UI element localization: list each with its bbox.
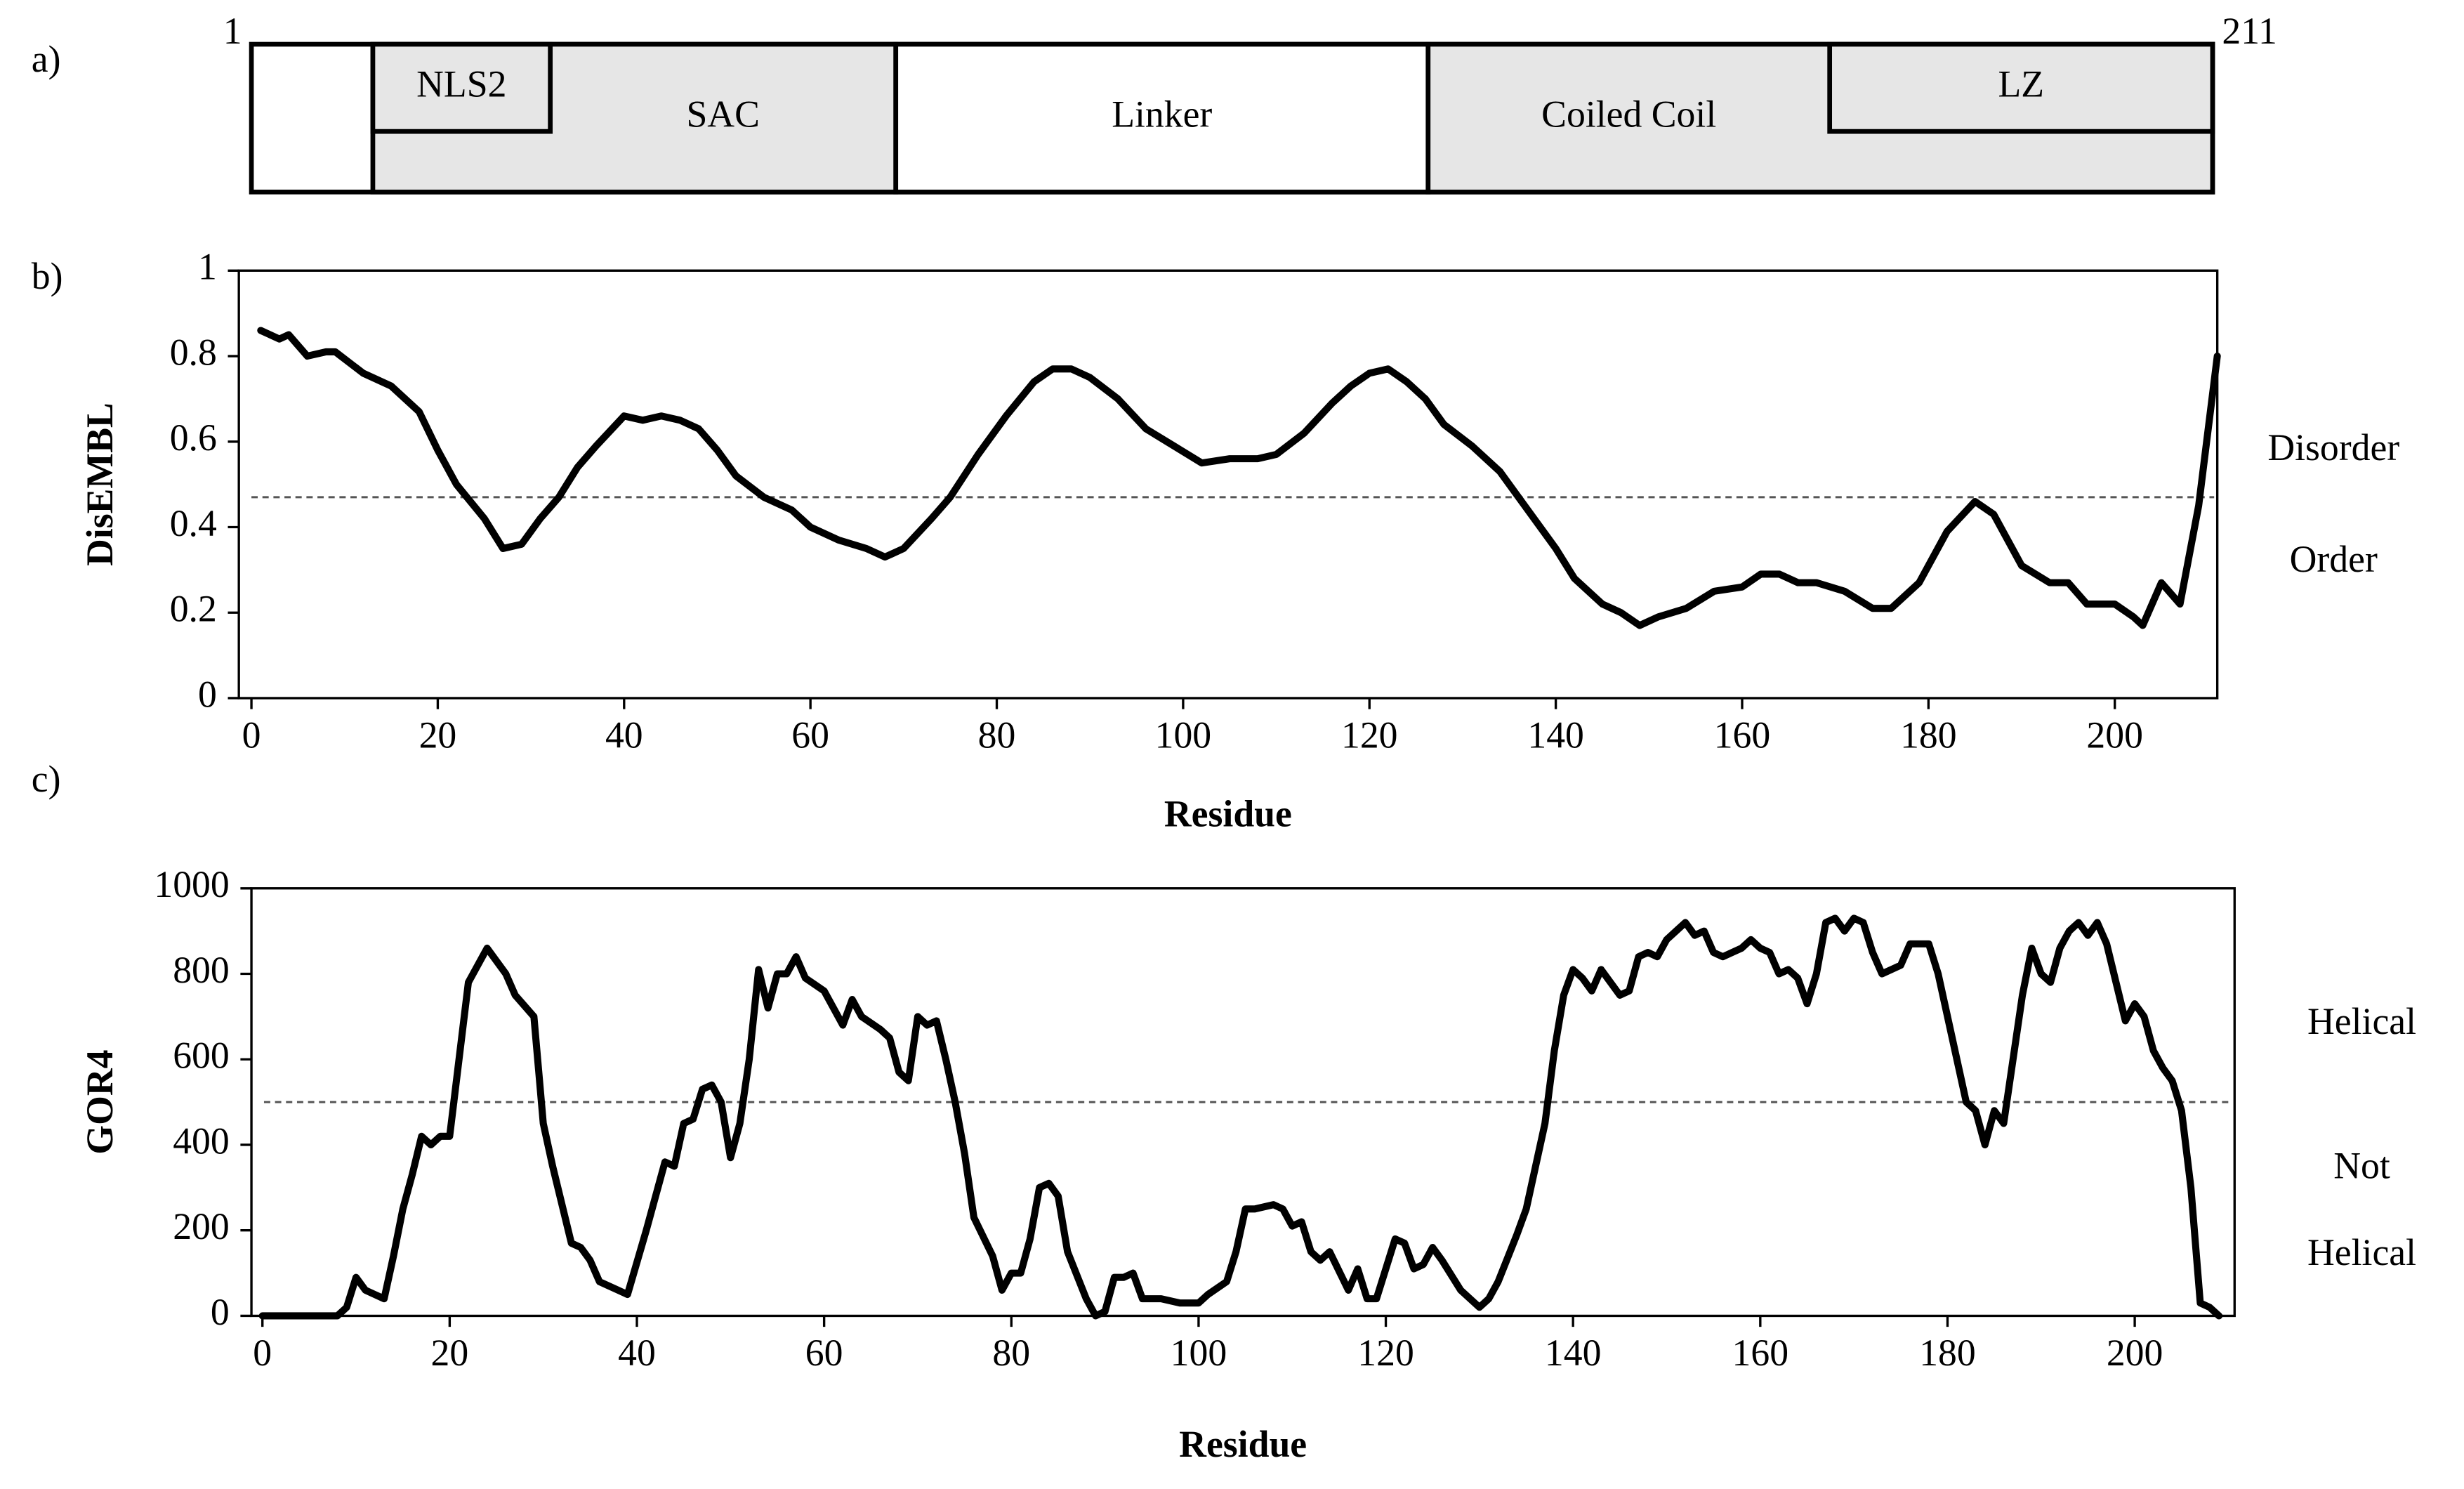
y-tick-label: 600 bbox=[173, 1035, 230, 1077]
region-label: Disorder bbox=[2267, 426, 2399, 468]
x-tick-label: 60 bbox=[791, 714, 829, 756]
x-tick-label: 140 bbox=[1545, 1332, 1602, 1374]
y-tick-label: 200 bbox=[173, 1205, 230, 1247]
x-tick-label: 120 bbox=[1357, 1332, 1414, 1374]
domain-label: Coiled Coil bbox=[1541, 93, 1716, 136]
x-tick-label: 200 bbox=[2107, 1332, 2163, 1374]
x-tick-label: 0 bbox=[242, 714, 261, 756]
domain-label: Linker bbox=[1112, 93, 1212, 136]
region-label: Order bbox=[2290, 538, 2378, 580]
x-axis-title: Residue bbox=[1164, 792, 1292, 834]
panel-label: a) bbox=[32, 38, 61, 80]
x-tick-label: 40 bbox=[618, 1332, 656, 1374]
y-tick-label: 0.6 bbox=[170, 416, 217, 459]
x-tick-label: 80 bbox=[978, 714, 1016, 756]
y-tick-label: 1000 bbox=[154, 863, 229, 905]
x-axis-title: Residue bbox=[1179, 1423, 1307, 1465]
x-tick-label: 100 bbox=[1171, 1332, 1227, 1374]
region-label: Helical bbox=[2307, 1231, 2416, 1273]
data-line bbox=[257, 327, 2221, 629]
x-tick-label: 120 bbox=[1341, 714, 1398, 756]
x-tick-label: 160 bbox=[1714, 714, 1771, 756]
x-tick-label: 0 bbox=[253, 1332, 272, 1374]
domain-inset bbox=[1827, 41, 2215, 134]
domain-label: NLS2 bbox=[416, 63, 506, 105]
region-label: Not bbox=[2333, 1145, 2390, 1187]
y-tick-label: 1 bbox=[198, 246, 217, 288]
x-tick-label: 160 bbox=[1732, 1332, 1789, 1374]
residue-end-label: 211 bbox=[2222, 10, 2277, 52]
y-tick-label: 0 bbox=[211, 1291, 230, 1333]
plot-frame bbox=[237, 269, 2219, 700]
panel-label: c) bbox=[32, 758, 61, 800]
y-tick-label: 400 bbox=[173, 1120, 230, 1162]
y-tick-label: 0 bbox=[198, 673, 217, 715]
x-tick-label: 200 bbox=[2086, 714, 2143, 756]
x-tick-label: 80 bbox=[992, 1332, 1030, 1374]
y-axis-title: DisEMBL bbox=[79, 402, 121, 566]
x-tick-label: 40 bbox=[605, 714, 643, 756]
x-tick-label: 180 bbox=[1919, 1332, 1976, 1374]
y-axis-title: GOR4 bbox=[79, 1050, 121, 1155]
plot-frame bbox=[250, 887, 2236, 1318]
x-tick-label: 100 bbox=[1155, 714, 1212, 756]
x-tick-label: 20 bbox=[431, 1332, 469, 1374]
x-tick-label: 180 bbox=[1900, 714, 1957, 756]
y-tick-label: 0.8 bbox=[170, 331, 217, 373]
domain-label: LZ bbox=[1998, 63, 2045, 105]
panel-label: b) bbox=[32, 255, 63, 297]
domain-label: SAC bbox=[686, 93, 759, 136]
x-tick-label: 20 bbox=[419, 714, 457, 756]
y-tick-label: 800 bbox=[173, 949, 230, 991]
data-line bbox=[258, 914, 2223, 1320]
residue-end-label: 1 bbox=[223, 10, 242, 52]
x-tick-label: 140 bbox=[1527, 714, 1584, 756]
y-tick-label: 0.2 bbox=[170, 588, 217, 630]
y-tick-label: 0.4 bbox=[170, 502, 217, 544]
domain-inset bbox=[370, 41, 553, 134]
region-label: Helical bbox=[2307, 1000, 2416, 1042]
x-tick-label: 60 bbox=[805, 1332, 843, 1374]
